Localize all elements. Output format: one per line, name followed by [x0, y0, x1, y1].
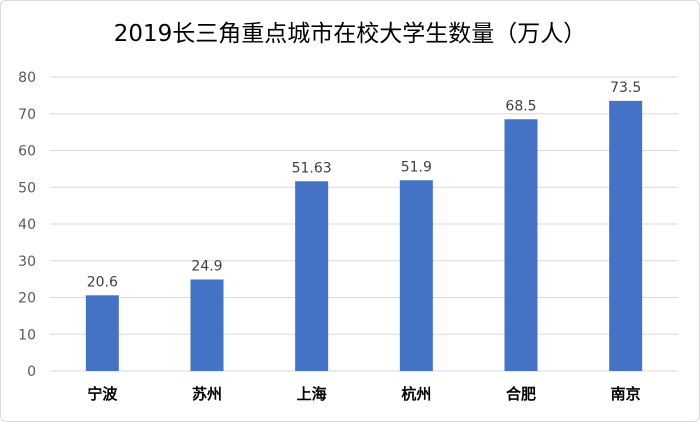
gridlines: [50, 76, 678, 372]
y-tick-label: 80: [18, 70, 36, 86]
x-tick-label: 杭州: [401, 385, 431, 403]
bar-5: [504, 119, 538, 371]
bars: [85, 100, 643, 371]
bar-1: [85, 295, 119, 371]
data-labels: 20.6 24.9 51.63 51.9 68.5 73.5: [87, 80, 642, 290]
y-axis: 0 10 20 30 40 50 60 70 80: [18, 70, 36, 380]
y-tick-label: 60: [18, 144, 36, 160]
data-label: 24.9: [191, 258, 222, 274]
data-label: 51.63: [292, 160, 332, 176]
x-tick-label: 苏州: [192, 385, 222, 403]
x-tick-label: 上海: [297, 385, 327, 403]
y-tick-label: 30: [18, 254, 36, 270]
data-label: 73.5: [610, 80, 641, 96]
data-label: 20.6: [87, 274, 118, 290]
y-tick-label: 70: [18, 107, 36, 123]
x-axis: 宁波 苏州 上海 杭州 合肥 南京: [87, 385, 640, 403]
y-tick-label: 50: [18, 180, 36, 196]
x-tick-label: 合肥: [505, 385, 536, 403]
data-label: 51.9: [401, 159, 432, 175]
y-tick-label: 0: [27, 364, 36, 380]
y-tick-label: 40: [18, 217, 36, 233]
bar-4: [399, 180, 433, 371]
data-label: 68.5: [505, 98, 536, 114]
bar-6: [609, 100, 643, 371]
y-tick-label: 10: [18, 327, 36, 343]
chart-title: 2019长三角重点城市在校大学生数量（万人）: [113, 21, 587, 47]
y-tick-label: 20: [18, 291, 36, 307]
x-tick-label: 南京: [611, 385, 641, 403]
bar-2: [190, 279, 224, 371]
bar-3: [295, 181, 329, 371]
x-tick-label: 宁波: [87, 385, 118, 403]
